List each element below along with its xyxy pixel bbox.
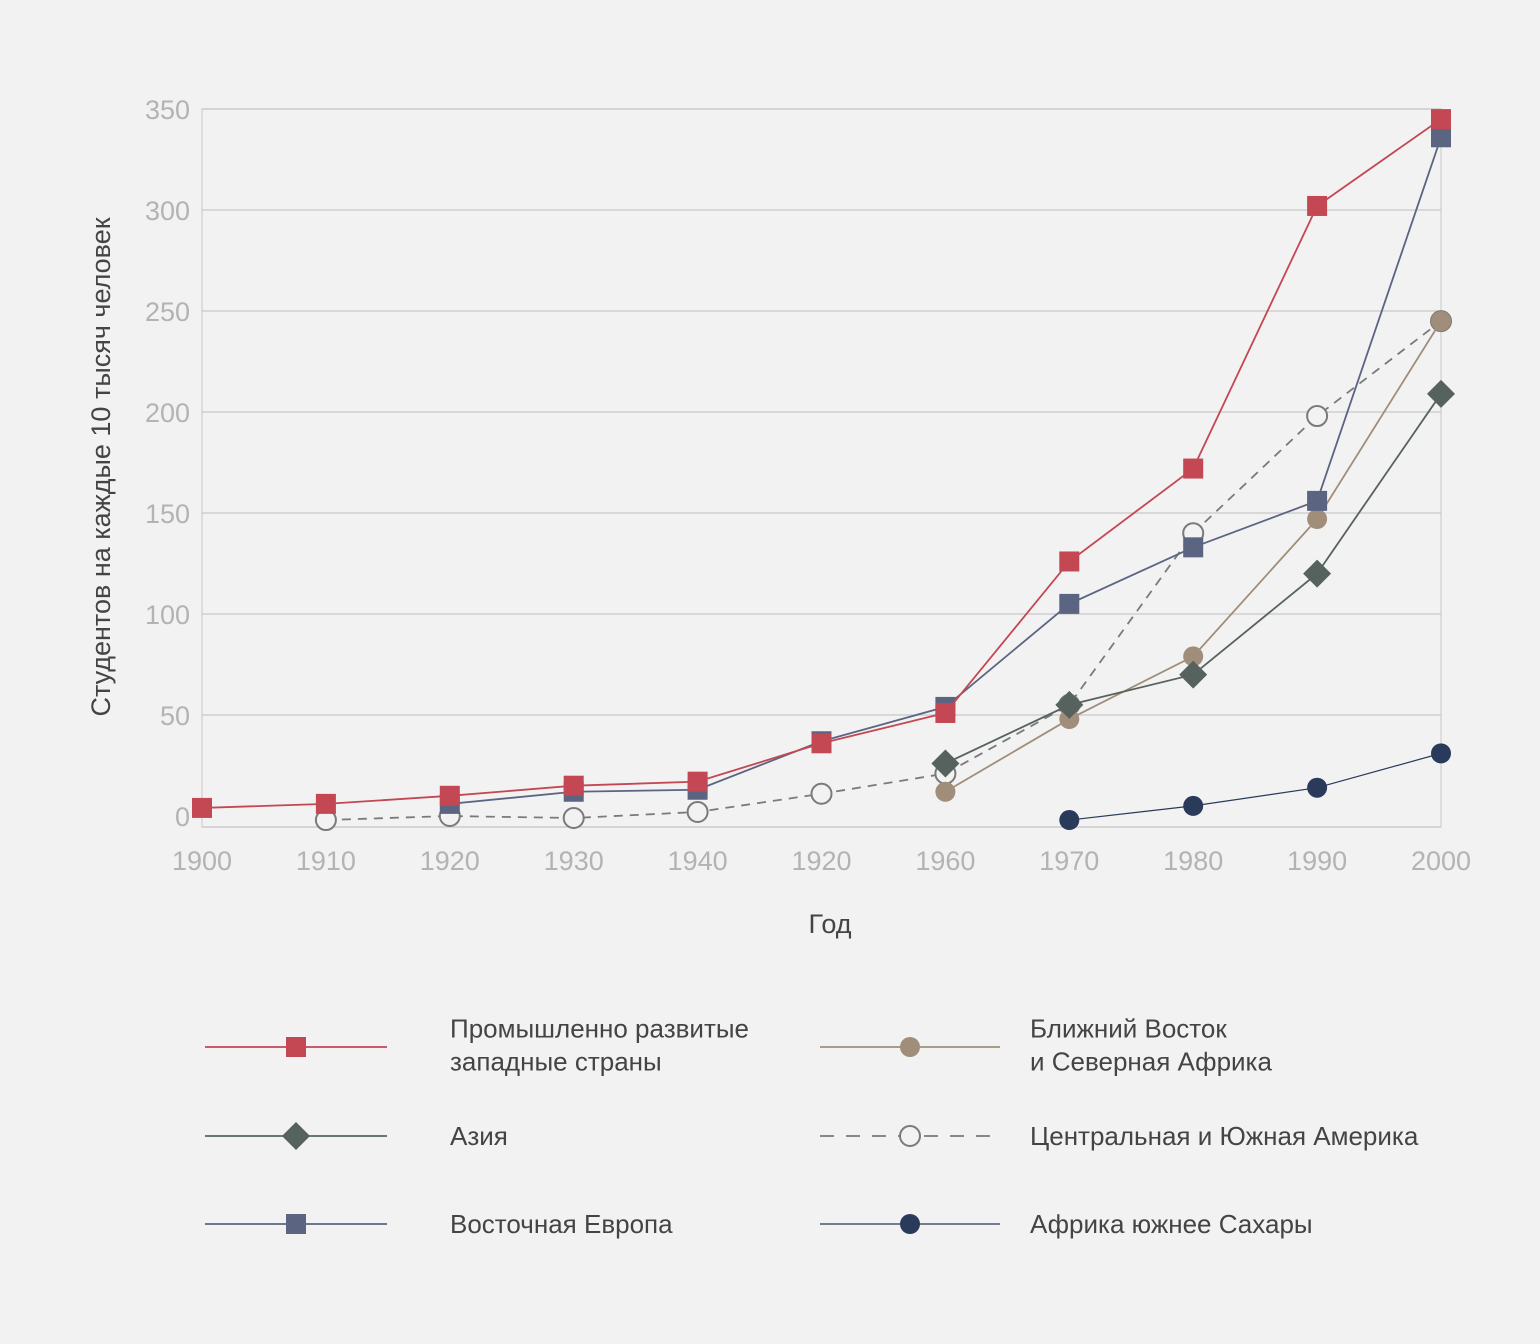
data-point: [1303, 559, 1332, 588]
y-axis-title: Студентов на каждые 10 тысяч человек: [86, 217, 116, 716]
x-tick-label: 1940: [668, 846, 728, 876]
series-line: [325, 320, 1442, 821]
legend-item-6: Африка южнее Сахары: [820, 1209, 1313, 1239]
data-point: [1431, 743, 1451, 764]
data-point: [1059, 810, 1080, 831]
x-tick-label: 1920: [791, 846, 851, 876]
series-5: [314, 310, 1452, 832]
data-point: [935, 781, 956, 802]
data-point: [935, 702, 956, 723]
data-point: [1059, 593, 1080, 614]
data-point: [1183, 458, 1204, 479]
y-tick-label: 50: [160, 701, 190, 731]
data-point: [1431, 109, 1451, 130]
data-point: [1183, 795, 1204, 816]
data-point: [811, 733, 832, 754]
legend-item-2: Азия: [205, 1121, 508, 1151]
x-tick-label: 1930: [544, 846, 604, 876]
y-tick-label: 0: [175, 802, 190, 832]
series-line: [201, 118, 1442, 809]
y-tick-label: 150: [145, 499, 190, 529]
legend-marker: [900, 1214, 920, 1234]
x-axis-ticks: 1900 1910 1920 1930 1940 1920 1960 1970 1980 1990…: [172, 846, 1471, 876]
series-6: [1059, 743, 1451, 831]
grid: [201, 108, 1442, 828]
legend-label: Промышленно развитые: [450, 1014, 749, 1044]
data-point: [315, 793, 336, 814]
y-tick-label: 350: [145, 95, 190, 125]
x-tick-label: 1920: [420, 846, 480, 876]
data-point: [439, 785, 460, 806]
x-tick-label: 1990: [1287, 846, 1347, 876]
y-axis-ticks: 0 50 100 150 200 250 300 350: [145, 95, 190, 832]
legend-label: Африка южнее Сахары: [1030, 1209, 1313, 1239]
plot-frame: [201, 108, 1442, 828]
data-point: [687, 771, 708, 792]
x-tick-label: 1900: [172, 846, 232, 876]
series-line: [1069, 752, 1442, 821]
data-point: [1183, 537, 1204, 558]
data-point: [1055, 690, 1084, 719]
data-point: [810, 782, 833, 805]
data-point: [686, 800, 709, 823]
x-tick-label: 1970: [1039, 846, 1099, 876]
legend-marker: [282, 1122, 310, 1150]
legend-label: Ближний Восток: [1030, 1014, 1227, 1044]
data-point: [563, 775, 584, 796]
legend-label: Азия: [450, 1121, 508, 1151]
legend-marker: [899, 1125, 921, 1147]
data-point: [1307, 490, 1328, 511]
series-line: [945, 393, 1442, 765]
data-point: [1431, 127, 1451, 148]
y-tick-label: 200: [145, 398, 190, 428]
x-tick-label: 2000: [1411, 846, 1471, 876]
data-point: [1307, 195, 1328, 216]
legend-label: западные страны: [450, 1047, 662, 1077]
legend-label: Центральная и Южная Америка: [1030, 1121, 1419, 1151]
series-2: [931, 379, 1455, 778]
legend-marker: [286, 1037, 306, 1057]
legend-label: и Северная Африка: [1030, 1047, 1273, 1077]
legend-label: Восточная Европа: [450, 1209, 673, 1239]
data-point: [192, 797, 212, 818]
legend-item-5: Центральная и Южная Америка: [820, 1121, 1419, 1151]
y-tick-label: 300: [145, 196, 190, 226]
legend-marker: [900, 1037, 920, 1057]
legend-item-3: Восточная Европа: [205, 1209, 673, 1239]
data-point: [1183, 646, 1204, 667]
data-point: [1307, 509, 1328, 530]
data-point: [931, 749, 960, 778]
data-point: [1427, 379, 1455, 408]
x-tick-label: 1910: [296, 846, 356, 876]
series-1: [192, 109, 1451, 818]
x-tick-label: 1980: [1163, 846, 1223, 876]
x-tick-label: 1960: [915, 846, 975, 876]
data-point: [1431, 311, 1451, 332]
y-tick-label: 100: [145, 600, 190, 630]
data-point: [562, 807, 585, 830]
data-point: [1306, 405, 1329, 428]
y-tick-label: 250: [145, 297, 190, 327]
data-point: [1059, 551, 1080, 572]
series-4: [935, 311, 1451, 802]
data-point: [1179, 660, 1208, 689]
x-axis-title: Год: [809, 909, 852, 939]
data-point: [1059, 709, 1080, 730]
series-group: [192, 109, 1455, 832]
legend-marker: [286, 1214, 306, 1234]
data-point: [1307, 777, 1328, 798]
